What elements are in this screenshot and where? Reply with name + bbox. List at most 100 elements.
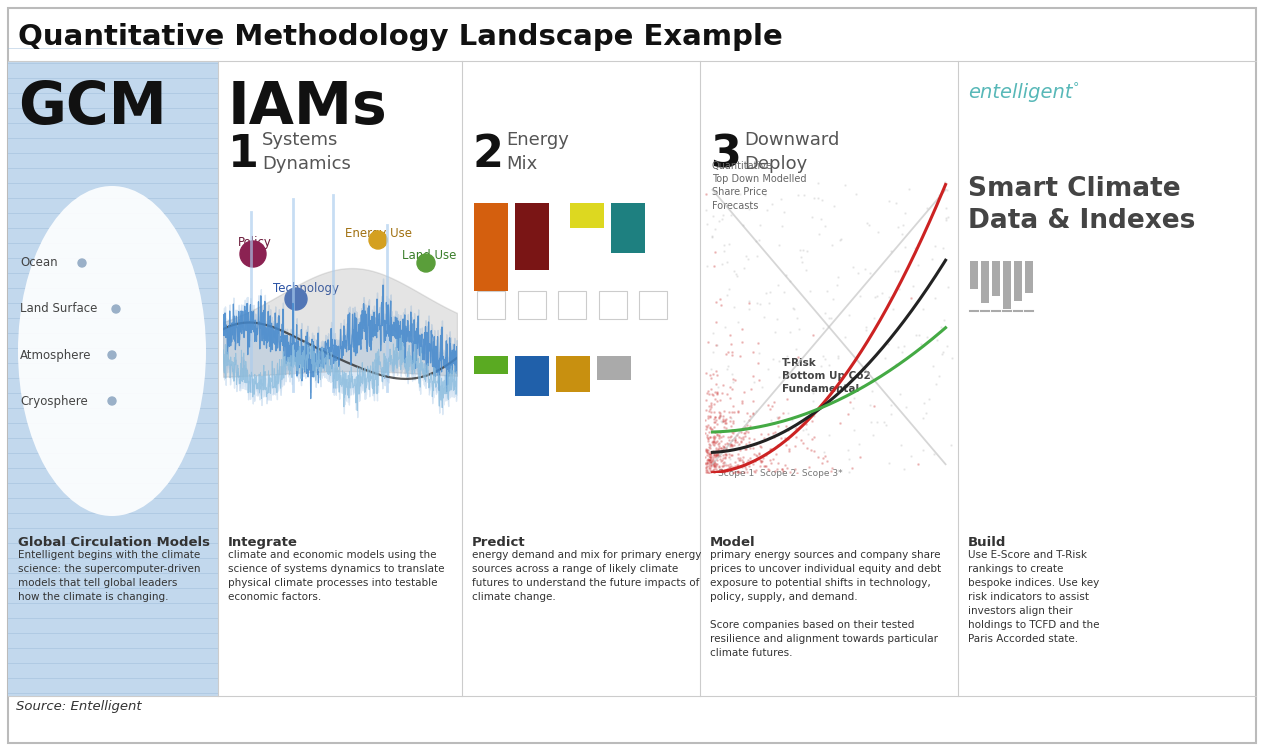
Point	[732, 451, 752, 463]
FancyBboxPatch shape	[597, 356, 631, 380]
Point	[813, 457, 833, 469]
Point	[712, 213, 732, 225]
Point	[776, 351, 796, 363]
Point	[901, 291, 921, 303]
Point	[705, 393, 726, 405]
Point	[700, 369, 720, 381]
Text: Quantitative Methodology Landscape Example: Quantitative Methodology Landscape Examp…	[18, 23, 782, 51]
Point	[696, 460, 717, 472]
Point	[800, 285, 820, 297]
Point	[696, 446, 717, 458]
Point	[709, 461, 729, 473]
Point	[708, 451, 728, 463]
Point	[819, 430, 839, 442]
Point	[876, 419, 896, 431]
Point	[769, 371, 789, 383]
Point	[710, 299, 731, 311]
Point	[709, 215, 729, 227]
Text: Model: Model	[710, 536, 756, 549]
Point	[738, 303, 758, 315]
Point	[718, 388, 738, 400]
Point	[733, 415, 753, 427]
Point	[748, 337, 769, 349]
Point	[713, 452, 733, 464]
Point	[744, 433, 765, 445]
Point	[901, 450, 921, 462]
Point	[761, 457, 781, 469]
Point	[793, 424, 813, 436]
Point	[731, 432, 751, 444]
Point	[865, 400, 885, 412]
Point	[801, 415, 822, 427]
Point	[929, 189, 949, 201]
Point	[824, 200, 844, 212]
Point	[696, 456, 717, 468]
Point	[793, 244, 813, 256]
Point	[890, 388, 910, 400]
Point	[705, 426, 726, 438]
Point	[758, 400, 779, 412]
Point	[713, 460, 733, 472]
Point	[747, 249, 767, 261]
Point	[720, 449, 741, 461]
Point	[719, 448, 739, 460]
Point	[705, 385, 726, 397]
FancyBboxPatch shape	[1014, 261, 1023, 301]
Point	[722, 439, 742, 451]
Point	[704, 457, 724, 469]
Circle shape	[107, 397, 116, 405]
Text: Use E-Score and T-Risk
rankings to create
bespoke indices. Use key
risk indicato: Use E-Score and T-Risk rankings to creat…	[968, 550, 1100, 644]
Point	[758, 463, 779, 475]
Point	[856, 324, 876, 336]
Point	[704, 447, 724, 459]
Point	[709, 441, 729, 453]
Point	[767, 312, 787, 324]
Point	[712, 442, 732, 454]
Point	[830, 234, 851, 246]
Point	[695, 462, 715, 474]
Point	[708, 445, 728, 457]
Point	[723, 467, 743, 479]
Point	[712, 415, 732, 427]
Point	[722, 349, 742, 361]
Point	[704, 430, 724, 442]
Point	[739, 414, 760, 426]
Point	[746, 449, 766, 461]
Point	[700, 463, 720, 475]
Point	[713, 444, 733, 456]
Point	[752, 455, 772, 467]
Point	[729, 454, 750, 466]
Point	[739, 452, 760, 464]
Point	[704, 455, 724, 467]
Point	[733, 422, 753, 434]
Text: Ocean: Ocean	[20, 257, 58, 270]
Point	[699, 426, 719, 438]
Text: entelligent: entelligent	[968, 83, 1072, 102]
Point	[818, 285, 838, 297]
Point	[723, 439, 743, 451]
Point	[732, 397, 752, 409]
Point	[703, 183, 723, 195]
Point	[710, 435, 731, 447]
Point	[739, 460, 760, 472]
Point	[727, 439, 747, 451]
Point	[729, 454, 750, 466]
Point	[822, 462, 842, 474]
Point	[700, 465, 720, 477]
Point	[925, 292, 945, 304]
Point	[734, 261, 755, 273]
Point	[707, 386, 727, 398]
Point	[718, 346, 738, 358]
Point	[769, 240, 789, 252]
Point	[702, 406, 722, 418]
Point	[937, 339, 957, 351]
Point	[743, 408, 763, 420]
FancyBboxPatch shape	[992, 261, 1000, 296]
Point	[847, 380, 867, 392]
Point	[720, 338, 741, 350]
Point	[698, 419, 718, 431]
Point	[731, 445, 751, 457]
Point	[717, 348, 737, 360]
Point	[753, 460, 774, 472]
Point	[709, 460, 729, 472]
